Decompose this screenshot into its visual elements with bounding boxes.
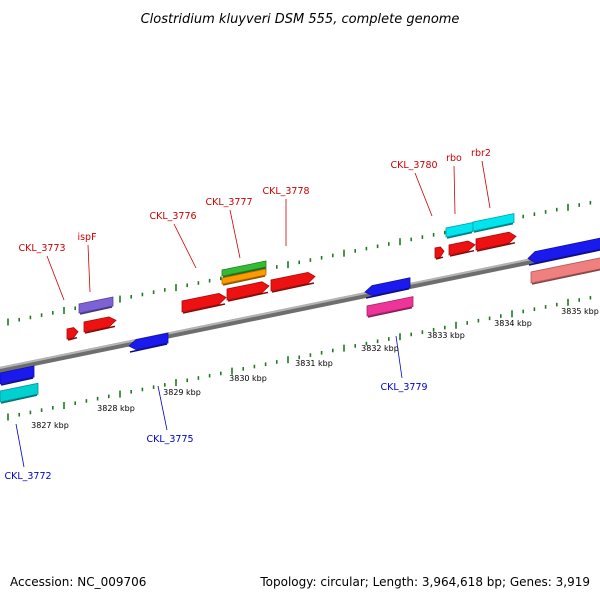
- top-gene-label[interactable]: CKL_3778: [262, 186, 309, 197]
- gene-feature-shadow: [227, 291, 269, 302]
- kbp-tick-label: 3827 kbp: [31, 421, 69, 430]
- gene-feature[interactable]: [66, 327, 79, 340]
- gene-feature[interactable]: [83, 316, 117, 333]
- gene-feature[interactable]: [366, 296, 414, 317]
- gene-features: [0, 213, 600, 404]
- kbp-tick-labels: 3827 kbp 3828 kbp 3829 kbp 3830 kbp 3831 kbp…: [31, 307, 599, 430]
- top-gene-label[interactable]: ispF: [77, 232, 96, 243]
- gene-feature-shadow: [222, 267, 266, 278]
- gene-feature[interactable]: [78, 296, 114, 314]
- bottom-gene-label[interactable]: CKL_3779: [380, 382, 427, 393]
- top-gene-label[interactable]: rbr2: [471, 148, 491, 159]
- gene-feature[interactable]: [221, 260, 267, 277]
- minor-ticks-bottom: [7, 295, 592, 421]
- gene-feature[interactable]: [527, 237, 600, 264]
- top-leader-line: [173, 223, 197, 269]
- accession-text: Accession: NC_009706: [10, 575, 146, 589]
- kbp-tick-label: 3834 kbp: [494, 319, 532, 328]
- top-leader-line: [481, 160, 491, 209]
- gene-feature[interactable]: [221, 268, 267, 285]
- top-leader-line: [87, 244, 91, 293]
- top-gene-label[interactable]: CKL_3773: [18, 243, 65, 254]
- kbp-tick-label: 3830 kbp: [229, 374, 267, 383]
- top-leader-line: [229, 209, 241, 259]
- gene-feature-shadow: [367, 306, 413, 318]
- gene-feature-shadow: [435, 256, 444, 260]
- gene-feature-shadow: [271, 282, 315, 293]
- gene-feature-shadow: [182, 303, 226, 314]
- kbp-tick-label: 3835 kbp: [561, 307, 599, 316]
- gene-feature-shadow: [0, 377, 34, 386]
- genome-stats-text: Topology: circular; Length: 3,964,618 bp…: [259, 575, 590, 589]
- gene-feature-shadow: [67, 336, 78, 341]
- gene-feature[interactable]: [448, 240, 476, 256]
- gene-feature[interactable]: [181, 292, 227, 313]
- bottom-leader-line: [157, 385, 168, 431]
- gene-feature[interactable]: [0, 382, 39, 403]
- gene-feature-shadow: [365, 288, 410, 299]
- gene-feature-shadow: [476, 242, 516, 252]
- genome-axis: [0, 243, 600, 374]
- top-leader-line: [414, 172, 433, 217]
- gene-feature-shadow: [446, 231, 473, 239]
- gene-feature[interactable]: [128, 332, 169, 351]
- gene-feature[interactable]: [434, 246, 445, 259]
- gene-feature[interactable]: [472, 213, 515, 232]
- top-gene-label[interactable]: rbo: [446, 153, 462, 164]
- bottom-leader-line: [15, 423, 25, 468]
- top-gene-label[interactable]: CKL_3780: [390, 160, 437, 171]
- kbp-tick-label: 3831 kbp: [295, 359, 333, 368]
- gene-feature[interactable]: [270, 271, 316, 292]
- gene-feature[interactable]: [475, 231, 517, 251]
- top-leader-line: [453, 165, 456, 215]
- gene-feature[interactable]: [530, 257, 600, 284]
- gene-feature-shadow: [0, 394, 38, 404]
- gene-feature-shadow: [528, 249, 600, 266]
- top-gene-label[interactable]: CKL_3776: [149, 211, 196, 222]
- top-gene-label[interactable]: CKL_3777: [205, 197, 252, 208]
- gene-feature[interactable]: [364, 277, 411, 297]
- top-leader-line: [46, 255, 65, 301]
- kbp-tick-label: 3833 kbp: [427, 331, 465, 340]
- gene-feature-shadow: [129, 343, 168, 353]
- bottom-leader-line: [395, 335, 403, 379]
- gene-feature[interactable]: [0, 365, 35, 385]
- kbp-tick-label: 3832 kbp: [361, 344, 399, 353]
- bottom-gene-label[interactable]: CKL_3775: [146, 434, 193, 445]
- gene-feature-shadow: [222, 275, 266, 286]
- gene-labels: CKL_3773 ispF CKL_3776 CKL_3777 CKL_3778 CKL_…: [4, 148, 490, 482]
- map-title: Clostridium kluyveri DSM 555, complete g…: [141, 12, 460, 27]
- gene-feature-shadow: [79, 306, 113, 315]
- gene-feature-shadow: [449, 249, 475, 257]
- gene-feature-shadow: [531, 268, 600, 285]
- kbp-tick-label: 3829 kbp: [163, 388, 201, 397]
- bottom-gene-label[interactable]: CKL_3772: [4, 471, 51, 482]
- gene-feature-shadow: [473, 222, 514, 233]
- kbp-tick-label: 3828 kbp: [97, 404, 135, 413]
- gene-feature[interactable]: [226, 281, 270, 301]
- axis-highlight: [0, 244, 600, 369]
- gene-feature-shadow: [84, 325, 116, 334]
- axis-line: [0, 243, 600, 374]
